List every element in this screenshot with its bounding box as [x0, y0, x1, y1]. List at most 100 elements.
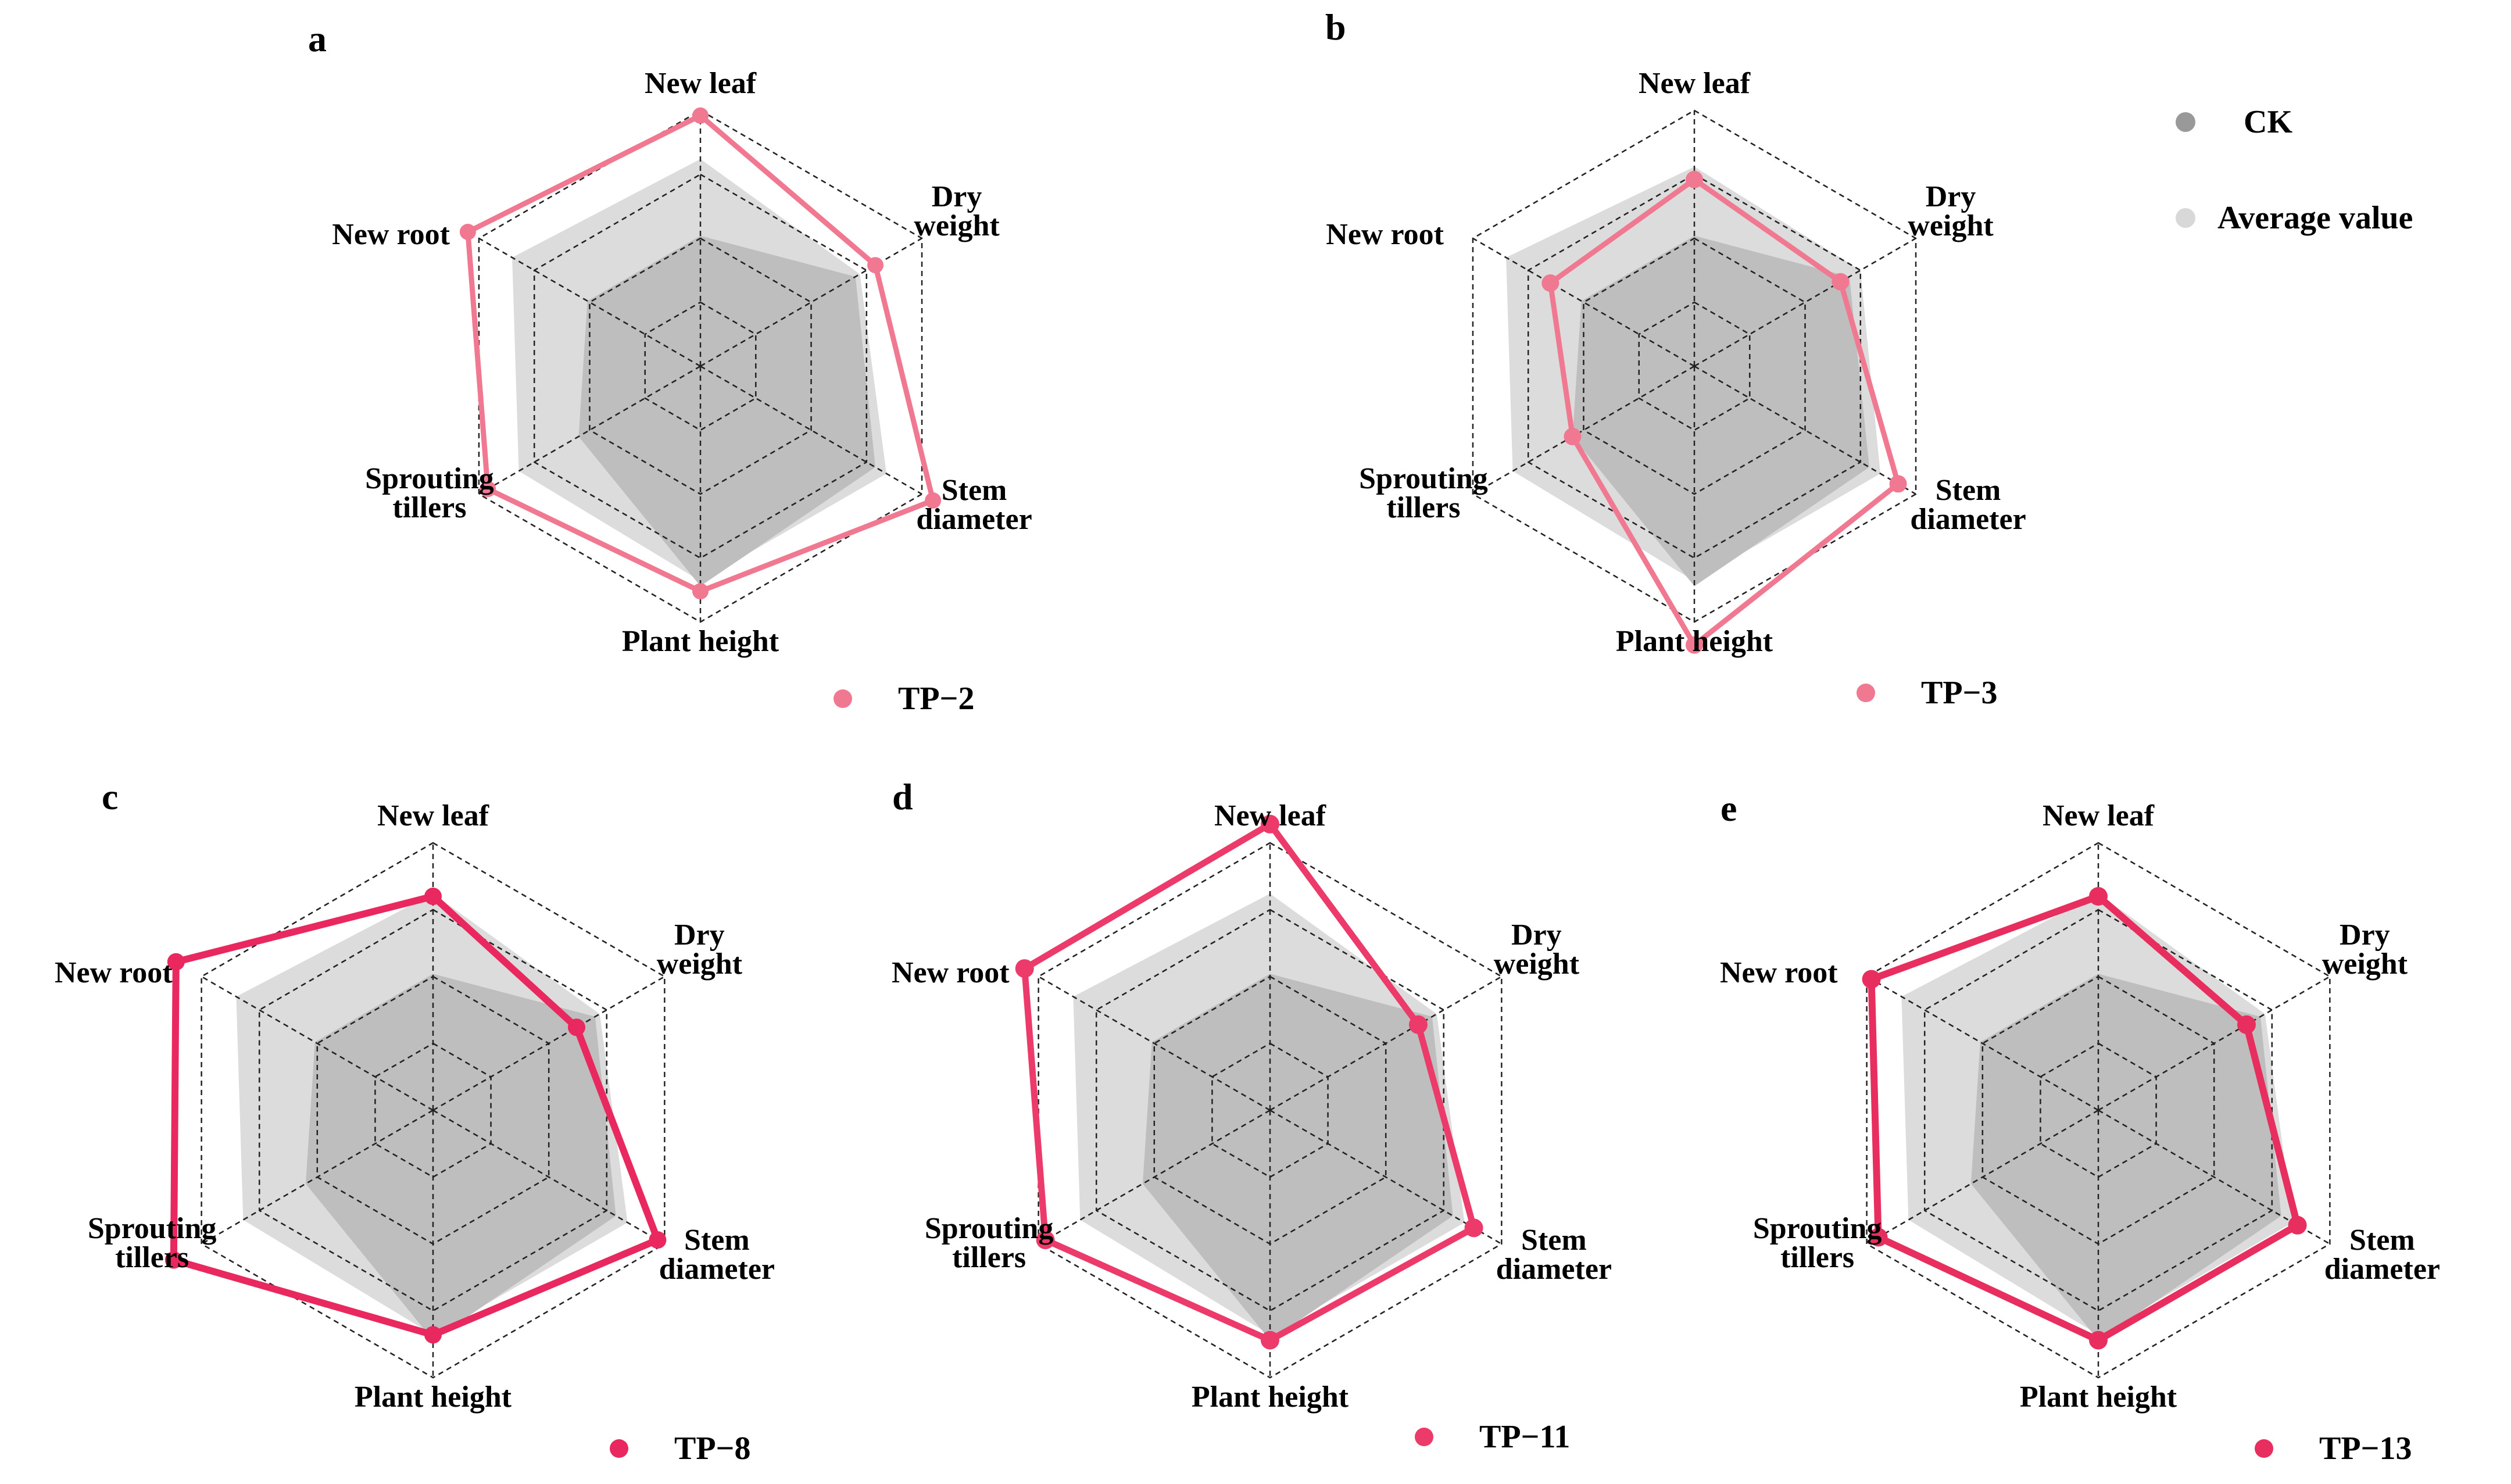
grid-ring-1 [1638, 301, 1751, 431]
series-legend-label-d: TP−11 [1479, 1419, 1570, 1455]
axis-label-e-3: Plant height [2020, 1381, 2177, 1414]
panel-letter-c: c [102, 776, 118, 817]
grid-spoke [2098, 975, 2330, 1111]
axis-label-d-4: Sprouting tillers [925, 1212, 1054, 1274]
panel-letter-b: b [1325, 6, 1346, 48]
axis-label-a-3: Plant height [622, 625, 779, 658]
grid-ring-1 [644, 301, 757, 431]
grid-spoke [1269, 975, 1502, 1111]
axis-label-e-1: Dry weight [2322, 918, 2408, 981]
series-point-c-5 [167, 953, 185, 971]
grid-spoke [432, 1109, 665, 1245]
axis-label-c-1: Dry weight [657, 918, 743, 981]
axis-label-c-0: New leaf [377, 799, 489, 832]
grid-spoke [1038, 975, 1271, 1111]
ck-area-c [305, 974, 616, 1340]
axis-label-e-2: Stem diameter [2324, 1224, 2440, 1286]
grid-spoke [201, 1109, 434, 1245]
axis-label-d-1: Dry weight [1494, 918, 1580, 981]
series-point-b-0 [1686, 170, 1703, 188]
global-legend: CK Average value [2176, 104, 2413, 236]
series-legend-marker-b [1857, 684, 1875, 702]
axis-label-b-4: Sprouting tillers [1359, 462, 1488, 524]
series-point-b-3 [1686, 636, 1703, 654]
series-legend-marker-d [1415, 1428, 1433, 1446]
series-point-e-4 [1869, 1228, 1888, 1247]
series-point-d-1 [1408, 1015, 1428, 1034]
axis-label-c-3: Plant height [355, 1381, 512, 1414]
grid-ring-3 [1527, 173, 1862, 559]
series-point-d-4 [1036, 1231, 1055, 1250]
legend-average-marker [2176, 208, 2195, 228]
series-point-e-3 [2089, 1331, 2108, 1350]
axis-label-b-0: New leaf [1639, 67, 1751, 100]
series-point-a-5 [459, 224, 476, 240]
series-point-e-0 [2089, 887, 2108, 906]
axis-label-b-3: Plant height [1616, 625, 1773, 658]
series-point-b-2 [1889, 475, 1907, 493]
ck-area-a [578, 235, 876, 587]
grid-ring-2 [1583, 237, 1806, 495]
series-point-e-5 [1862, 970, 1881, 989]
grid-ring-3 [533, 173, 868, 559]
series-point-c-4 [164, 1251, 183, 1269]
axis-label-d-3: Plant height [1192, 1381, 1349, 1414]
series-point-a-2 [925, 492, 942, 509]
series-point-b-1 [1832, 273, 1850, 291]
ck-area-d [1142, 974, 1453, 1340]
axis-label-a-5: New root [332, 218, 450, 251]
series-legend-label-c: TP−8 [674, 1431, 750, 1467]
axis-label-a-4: Sprouting tillers [365, 462, 494, 524]
series-point-c-3 [424, 1326, 442, 1344]
series-legend-marker-e [2255, 1439, 2273, 1458]
ck-area-b [1572, 235, 1870, 587]
panel-letter-a: a [308, 18, 327, 59]
legend-ck-marker [2176, 112, 2195, 132]
series-point-a-3 [692, 583, 709, 600]
series-point-d-2 [1464, 1218, 1483, 1238]
grid-spoke [2098, 1109, 2330, 1245]
panel-letter-e: e [1721, 788, 1737, 829]
grid-ring-2 [589, 237, 812, 495]
radar-panel-c: New leaf Dry weight Stem diameter Plant heigh… [55, 776, 775, 1467]
radar-panel-d: New leaf Dry weight Stem diameter Plant heigh… [892, 776, 1612, 1455]
series-legend-marker-a [834, 689, 852, 708]
series-point-a-0 [692, 107, 709, 124]
radar-panel-a: New leaf Dry weight Stem diameter Plant heigh… [308, 18, 1032, 717]
series-point-b-5 [1541, 274, 1559, 292]
axis-label-e-5: New root [1720, 956, 1838, 989]
axis-label-a-2: Stem diameter [916, 474, 1032, 536]
series-point-d-5 [1015, 959, 1034, 978]
legend-average-label: Average value [2217, 200, 2413, 236]
series-point-a-4 [480, 481, 496, 498]
series-point-c-0 [424, 888, 442, 905]
axis-label-b-2: Stem diameter [1910, 474, 2026, 536]
series-point-b-4 [1564, 428, 1582, 445]
axis-label-b-1: Dry weight [1908, 180, 1994, 242]
radar-panel-b: New leaf Dry weight Stem diameter Plant heigh… [1325, 6, 2026, 711]
series-point-d-0 [1261, 814, 1279, 834]
panel-letter-d: d [892, 776, 913, 817]
grid-spoke [1866, 975, 2099, 1111]
series-point-e-2 [2288, 1215, 2307, 1235]
axis-label-e-0: New leaf [2043, 799, 2155, 832]
axis-label-d-0: New leaf [1214, 799, 1326, 832]
axis-label-a-0: New leaf [645, 67, 757, 100]
series-legend-label-b: TP−3 [1921, 675, 1997, 711]
series-legend-marker-c [610, 1439, 628, 1458]
series-point-c-1 [567, 1018, 585, 1036]
grid-spoke [201, 975, 434, 1111]
axis-label-e-4: Sprouting tillers [1753, 1212, 1882, 1274]
axis-label-c-5: New root [55, 956, 173, 989]
grid-spoke [1038, 1109, 1271, 1245]
axis-label-d-2: Stem diameter [1496, 1224, 1612, 1286]
grid-ring-4 [1038, 842, 1503, 1379]
axis-label-c-2: Stem diameter [659, 1224, 775, 1286]
axis-label-d-5: New root [892, 956, 1010, 989]
series-point-c-2 [649, 1231, 667, 1249]
grid-spoke [1269, 1109, 1502, 1245]
series-point-e-1 [2237, 1015, 2256, 1034]
axis-label-a-1: Dry weight [914, 180, 1000, 242]
grid-spoke [432, 975, 665, 1111]
